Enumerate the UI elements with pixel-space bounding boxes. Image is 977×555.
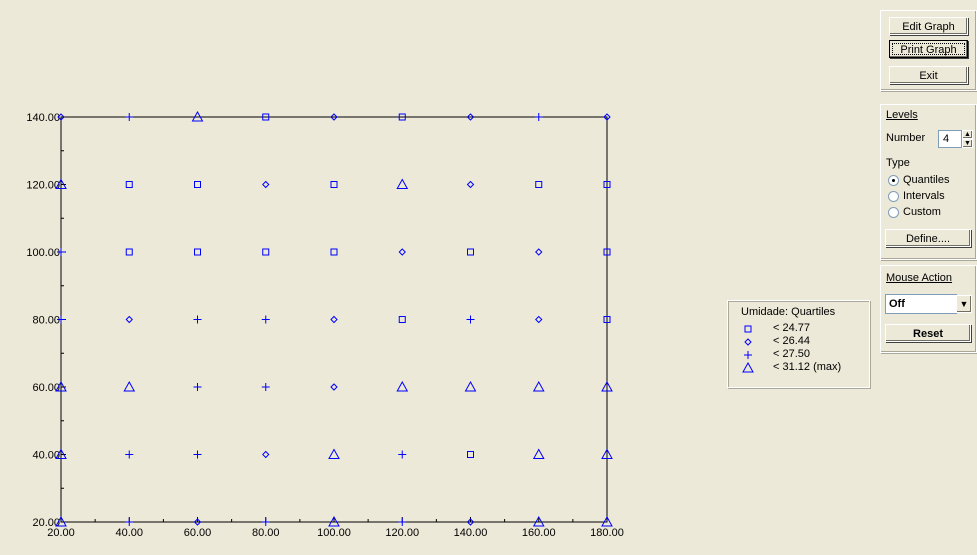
- print-graph-button[interactable]: Print Graph: [889, 40, 968, 58]
- data-point-triangle: [124, 382, 134, 391]
- edit-graph-button[interactable]: Edit Graph: [889, 17, 968, 35]
- legend-marker: [744, 351, 752, 359]
- data-point-plus: [262, 316, 270, 324]
- legend: Umidade: Quartiles < 24.77 < 26.44 < 27.50…: [727, 300, 870, 388]
- data-point-diamond: [331, 317, 337, 323]
- data-point-plus: [535, 113, 543, 121]
- define-button[interactable]: Define....: [885, 229, 971, 247]
- data-point-triangle: [534, 450, 544, 459]
- plot-frame: [61, 117, 607, 522]
- data-point-diamond: [331, 384, 337, 390]
- intervals-radio-label[interactable]: Intervals: [903, 190, 945, 202]
- quantiles-radio[interactable]: [888, 175, 899, 186]
- data-point-plus: [194, 451, 202, 459]
- legend-diamond-icon: [742, 336, 754, 348]
- data-point-square: [195, 182, 201, 188]
- data-point-triangle: [397, 180, 407, 189]
- reset-button-label: Reset: [913, 328, 943, 340]
- number-label: Number: [886, 132, 925, 144]
- custom-radio-label[interactable]: Custom: [903, 206, 941, 218]
- data-point-diamond: [263, 452, 269, 458]
- spinner-down-button[interactable]: ▼: [962, 139, 973, 148]
- data-point-triangle: [466, 382, 476, 391]
- y-tick-label: 20.00: [32, 517, 60, 529]
- x-tick-label: 60.00: [184, 527, 212, 539]
- data-point-square: [263, 249, 269, 255]
- x-tick-label: 120.00: [385, 527, 419, 539]
- legend-title: Umidade: Quartiles: [741, 306, 835, 318]
- legend-marker: [745, 339, 751, 345]
- data-point-diamond: [263, 182, 269, 188]
- x-tick-label: 80.00: [252, 527, 280, 539]
- legend-entry-label: < 27.50: [773, 348, 810, 360]
- legend-plus-icon: [742, 349, 754, 361]
- data-point-square: [195, 249, 201, 255]
- x-tick-label: 180.00: [590, 527, 624, 539]
- data-point-triangle: [534, 382, 544, 391]
- data-point-plus: [194, 383, 202, 391]
- legend-entry-label: < 24.77: [773, 322, 810, 334]
- chevron-down-icon[interactable]: ▼: [956, 295, 972, 313]
- legend-entry-label: < 31.12 (max): [773, 361, 841, 373]
- legend-marker: [743, 363, 753, 372]
- data-point-plus: [262, 518, 270, 526]
- data-point-plus: [125, 113, 133, 121]
- data-point-triangle: [329, 450, 339, 459]
- scatter-plot[interactable]: 20.00 40.00 60.00 80.00 100.00 120.00 140.00 16…: [0, 0, 700, 555]
- data-point-diamond: [468, 182, 474, 188]
- levels-panel: Levels Number 4 ▲ ▼ Type Quantiles Inter…: [880, 104, 977, 260]
- y-tick-label: 40.00: [32, 450, 60, 462]
- data-point-plus: [398, 451, 406, 459]
- data-point-plus: [262, 383, 270, 391]
- y-tick-label: 80.00: [32, 315, 60, 327]
- data-point-square: [126, 182, 132, 188]
- x-tick-label: 40.00: [115, 527, 143, 539]
- data-point-square: [536, 182, 542, 188]
- data-point-square: [399, 317, 405, 323]
- y-tick-label: 60.00: [32, 382, 60, 394]
- y-tick-label: 140.00: [26, 112, 60, 124]
- type-label: Type: [886, 157, 910, 169]
- mouse-action-panel: Mouse Action Off ▼ Reset: [880, 265, 977, 353]
- custom-radio[interactable]: [888, 207, 899, 218]
- number-spinner-input[interactable]: 4: [938, 130, 962, 148]
- legend-marker: [745, 326, 751, 332]
- spinner-up-button[interactable]: ▲: [962, 130, 973, 139]
- data-point-square: [331, 249, 337, 255]
- data-point-diamond: [399, 249, 405, 255]
- y-tick-label: 100.00: [26, 247, 60, 259]
- data-point-plus: [125, 451, 133, 459]
- data-point-plus: [194, 316, 202, 324]
- data-point-plus: [398, 518, 406, 526]
- reset-button[interactable]: Reset: [885, 324, 971, 342]
- legend-triangle-icon: [742, 362, 754, 374]
- data-point-square: [126, 249, 132, 255]
- x-tick-label: 160.00: [522, 527, 556, 539]
- quantiles-radio-label[interactable]: Quantiles: [903, 174, 949, 186]
- data-point-diamond: [536, 317, 542, 323]
- data-point-square: [468, 452, 474, 458]
- data-point-square: [331, 182, 337, 188]
- exit-button[interactable]: Exit: [889, 66, 968, 84]
- mouse-action-select[interactable]: Off: [885, 294, 957, 314]
- intervals-radio[interactable]: [888, 191, 899, 202]
- data-point-square: [468, 249, 474, 255]
- x-tick-label: 140.00: [454, 527, 488, 539]
- levels-title: Levels: [886, 109, 918, 121]
- legend-entry-label: < 26.44: [773, 335, 810, 347]
- legend-square-icon: [742, 323, 754, 335]
- data-point-diamond: [536, 249, 542, 255]
- y-tick-label: 120.00: [26, 180, 60, 192]
- data-point-plus: [125, 518, 133, 526]
- data-point-diamond: [126, 317, 132, 323]
- data-point-triangle: [397, 382, 407, 391]
- mouse-action-title: Mouse Action: [886, 272, 952, 284]
- x-tick-label: 100.00: [317, 527, 351, 539]
- data-point-plus: [467, 316, 475, 324]
- graph-actions-panel: Edit Graph Print Graph Exit: [880, 10, 977, 91]
